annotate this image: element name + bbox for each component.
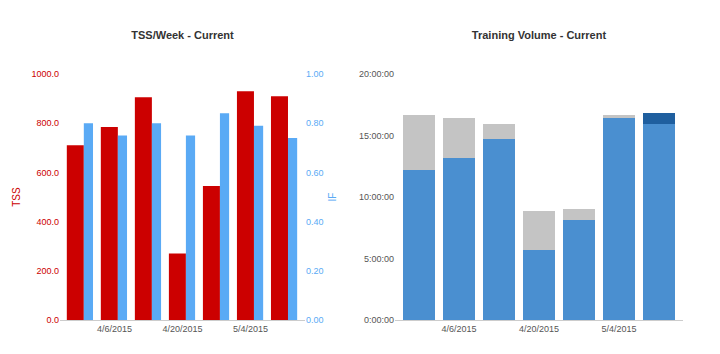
svg-text:0.80: 0.80 — [306, 118, 324, 128]
svg-text:0.60: 0.60 — [306, 168, 324, 178]
svg-text:400.0: 400.0 — [36, 217, 59, 227]
svg-text:1000.0: 1000.0 — [31, 69, 59, 79]
svg-text:0.00: 0.00 — [306, 315, 324, 325]
svg-text:10:00:00: 10:00:00 — [359, 192, 394, 202]
svg-text:20:00:00: 20:00:00 — [359, 69, 394, 79]
svg-text:0.0: 0.0 — [46, 315, 59, 325]
svg-text:Training Volume - Current: Training Volume - Current — [472, 29, 607, 41]
svg-text:5/4/2015: 5/4/2015 — [601, 324, 636, 334]
svg-text:4/20/2015: 4/20/2015 — [519, 324, 559, 334]
svg-text:TSS: TSS — [11, 187, 22, 207]
svg-text:4/6/2015: 4/6/2015 — [441, 324, 476, 334]
svg-text:1.00: 1.00 — [306, 69, 324, 79]
svg-text:4/20/2015: 4/20/2015 — [162, 324, 202, 334]
svg-text:5/4/2015: 5/4/2015 — [233, 324, 268, 334]
svg-text:15:00:00: 15:00:00 — [359, 131, 394, 141]
svg-text:0.40: 0.40 — [306, 217, 324, 227]
svg-text:0.20: 0.20 — [306, 266, 324, 276]
svg-text:5:00:00: 5:00:00 — [364, 254, 394, 264]
svg-text:TSS/Week - Current: TSS/Week - Current — [131, 29, 234, 41]
svg-text:200.0: 200.0 — [36, 266, 59, 276]
svg-text:IF: IF — [327, 193, 338, 202]
svg-text:600.0: 600.0 — [36, 168, 59, 178]
svg-text:800.0: 800.0 — [36, 118, 59, 128]
svg-text:0:00:00: 0:00:00 — [364, 315, 394, 325]
svg-text:4/6/2015: 4/6/2015 — [97, 324, 132, 334]
